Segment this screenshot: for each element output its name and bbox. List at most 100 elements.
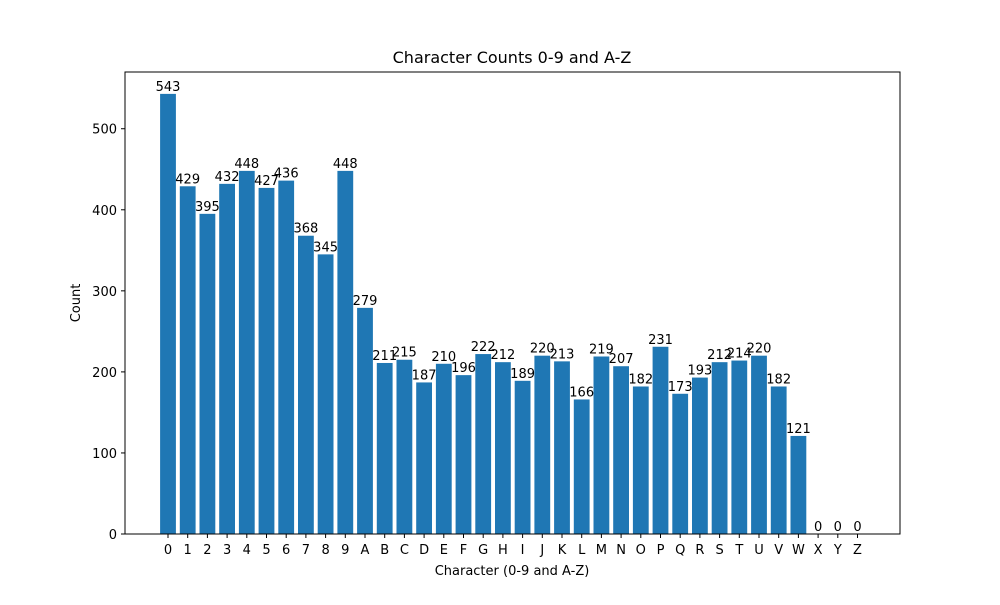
bar-5 bbox=[258, 187, 275, 534]
value-label-2: 395 bbox=[195, 200, 220, 215]
y-axis-label: Count bbox=[69, 284, 84, 323]
x-tick-label-C: C bbox=[400, 543, 409, 558]
bar-G bbox=[475, 354, 492, 534]
x-tick-label-8: 8 bbox=[321, 543, 329, 558]
value-label-S: 212 bbox=[707, 348, 732, 363]
bar-A bbox=[357, 307, 373, 534]
plot-frame bbox=[124, 71, 901, 535]
x-tick-label-N: N bbox=[616, 543, 626, 558]
bar-7 bbox=[298, 235, 314, 534]
bar-F bbox=[455, 375, 472, 534]
y-tick-label-400: 400 bbox=[92, 204, 117, 219]
x-tick-label-7: 7 bbox=[302, 543, 310, 558]
x-tick-label-3: 3 bbox=[223, 543, 231, 558]
value-label-J: 220 bbox=[530, 342, 555, 357]
value-label-7: 368 bbox=[293, 222, 318, 237]
x-tick-label-J: J bbox=[539, 543, 544, 558]
value-label-Y: 0 bbox=[834, 520, 842, 535]
bar-U bbox=[751, 355, 767, 534]
y-tick-label-0: 0 bbox=[109, 528, 117, 543]
value-label-V: 182 bbox=[766, 372, 791, 387]
x-tick-label-S: S bbox=[715, 543, 723, 558]
bar-3 bbox=[219, 183, 235, 534]
bar-J bbox=[534, 355, 551, 534]
bar-C bbox=[396, 359, 413, 534]
x-tick-label-F: F bbox=[460, 543, 467, 558]
bar-6 bbox=[278, 180, 295, 534]
y-tick-label-500: 500 bbox=[92, 123, 117, 138]
x-tick-label-Y: Y bbox=[833, 543, 842, 558]
value-label-A: 279 bbox=[353, 294, 378, 309]
x-tick-label-0: 0 bbox=[164, 543, 172, 558]
value-label-C: 215 bbox=[392, 346, 417, 361]
value-label-Q: 173 bbox=[668, 380, 693, 395]
value-label-M: 219 bbox=[589, 342, 614, 357]
x-tick-label-R: R bbox=[695, 543, 704, 558]
bar-1 bbox=[179, 186, 196, 534]
bar-N bbox=[613, 366, 629, 534]
x-tick-label-E: E bbox=[440, 543, 448, 558]
y-axis-ticks: 0 100 200 300 400 500 bbox=[92, 123, 125, 543]
value-label-H: 212 bbox=[490, 348, 515, 363]
bar-P bbox=[652, 346, 669, 534]
bar-O bbox=[632, 386, 649, 534]
value-label-9: 448 bbox=[333, 157, 358, 172]
x-tick-label-4: 4 bbox=[243, 543, 251, 558]
x-tick-label-P: P bbox=[657, 543, 665, 558]
x-tick-label-H: H bbox=[498, 543, 508, 558]
bars-group bbox=[160, 93, 807, 535]
value-label-N: 207 bbox=[609, 352, 634, 367]
value-label-6: 436 bbox=[274, 167, 299, 182]
x-tick-label-A: A bbox=[361, 543, 370, 558]
x-tick-label-W: W bbox=[792, 543, 805, 558]
bar-4 bbox=[238, 170, 255, 534]
value-label-I: 189 bbox=[510, 367, 535, 382]
value-labels-group: 5434293954324484274363683454482792112151… bbox=[156, 80, 862, 535]
bar-8 bbox=[317, 254, 334, 535]
x-tick-label-1: 1 bbox=[184, 543, 192, 558]
x-tick-label-V: V bbox=[774, 543, 783, 558]
value-label-G: 222 bbox=[471, 340, 496, 355]
value-label-D: 187 bbox=[412, 368, 437, 383]
bar-H bbox=[495, 362, 511, 534]
value-label-L: 166 bbox=[569, 385, 594, 400]
value-label-K: 213 bbox=[550, 347, 575, 362]
bar-L bbox=[573, 399, 590, 534]
bar-9 bbox=[337, 170, 354, 534]
bar-D bbox=[416, 382, 432, 534]
x-tick-label-K: K bbox=[558, 543, 567, 558]
x-tick-label-L: L bbox=[578, 543, 586, 558]
x-tick-label-G: G bbox=[478, 543, 488, 558]
value-label-F: 196 bbox=[451, 361, 476, 376]
value-label-3: 432 bbox=[215, 170, 240, 185]
y-tick-label-200: 200 bbox=[92, 366, 117, 381]
bar-R bbox=[692, 377, 708, 534]
value-label-E: 210 bbox=[431, 350, 456, 365]
x-tick-label-B: B bbox=[380, 543, 389, 558]
x-tick-label-Z: Z bbox=[853, 543, 862, 558]
bar-S bbox=[711, 362, 728, 534]
bar-Q bbox=[672, 393, 689, 534]
value-label-T: 214 bbox=[727, 347, 752, 362]
x-tick-label-X: X bbox=[814, 543, 823, 558]
x-tick-label-5: 5 bbox=[262, 543, 270, 558]
value-label-B: 211 bbox=[372, 349, 397, 364]
bar-I bbox=[514, 380, 531, 534]
x-tick-label-9: 9 bbox=[341, 543, 349, 558]
x-axis-label: Character (0-9 and A-Z) bbox=[435, 564, 590, 579]
value-label-1: 429 bbox=[175, 172, 200, 187]
bar-V bbox=[770, 386, 787, 534]
value-label-4: 448 bbox=[234, 157, 259, 172]
x-tick-label-6: 6 bbox=[282, 543, 290, 558]
value-label-0: 543 bbox=[156, 80, 181, 95]
x-tick-label-Q: Q bbox=[675, 543, 685, 558]
value-label-U: 220 bbox=[747, 342, 772, 357]
value-label-Z: 0 bbox=[853, 520, 861, 535]
bar-T bbox=[731, 360, 748, 534]
bar-0 bbox=[160, 93, 176, 534]
bar-K bbox=[554, 361, 570, 534]
x-tick-label-U: U bbox=[754, 543, 764, 558]
